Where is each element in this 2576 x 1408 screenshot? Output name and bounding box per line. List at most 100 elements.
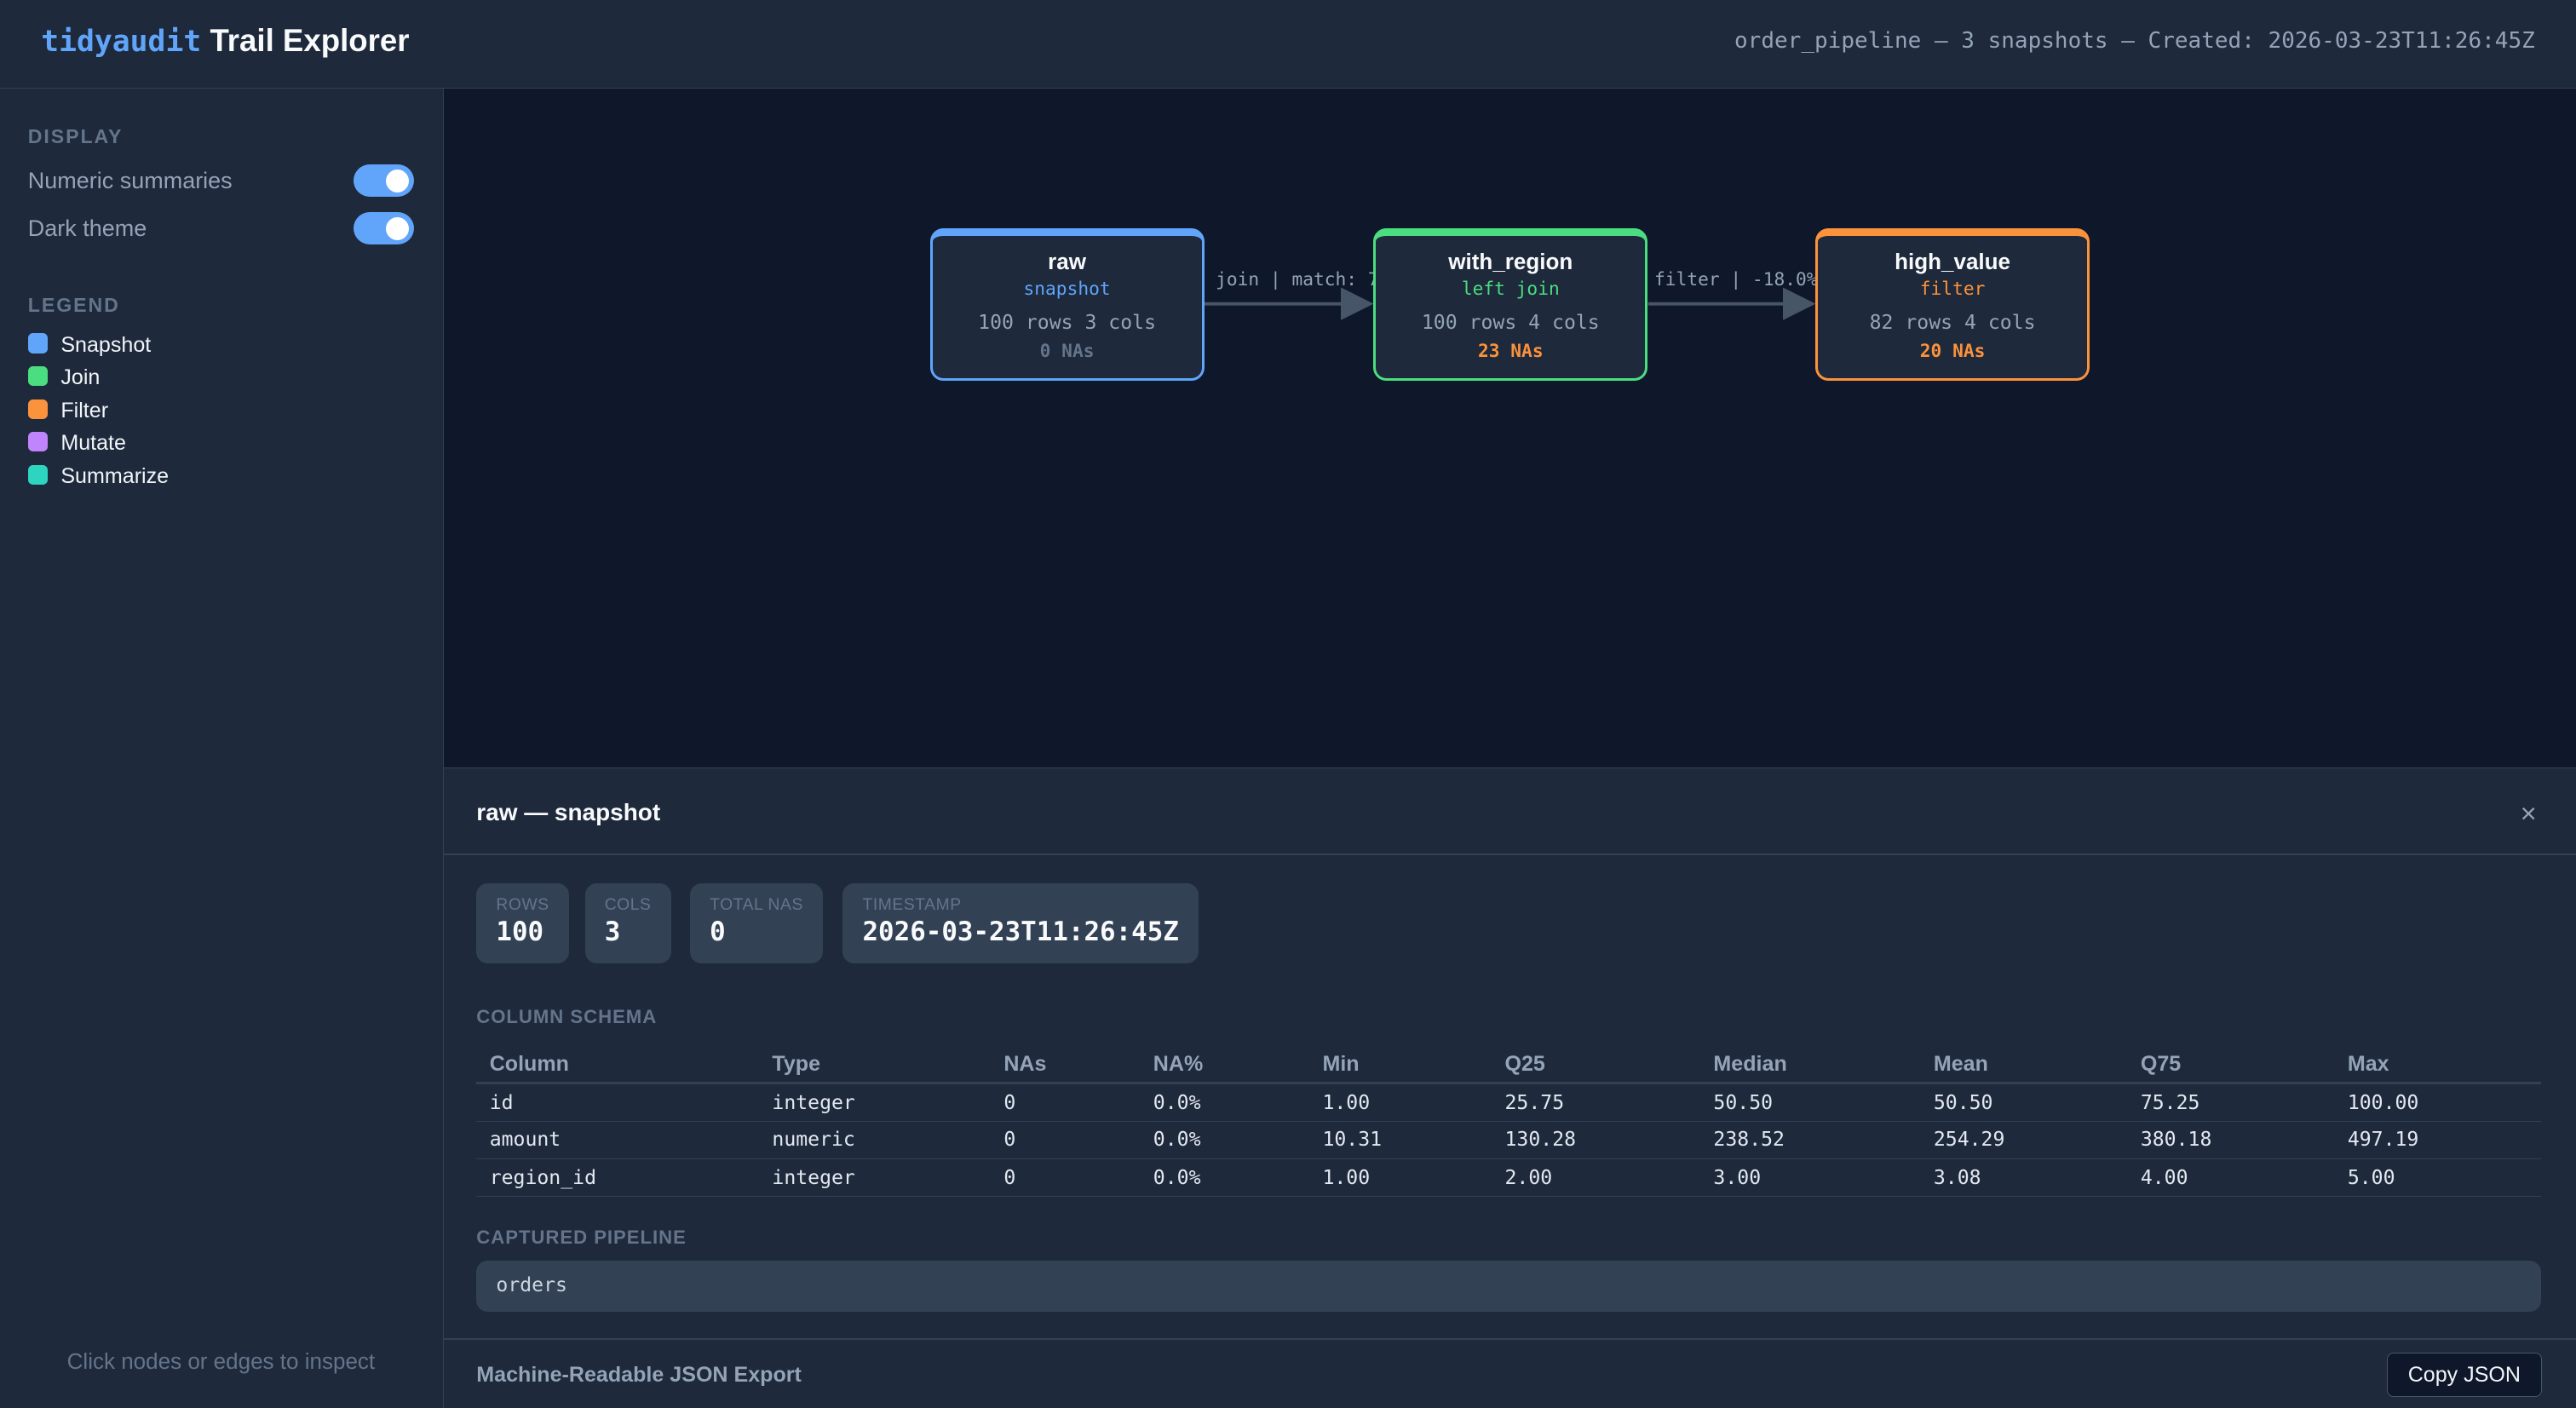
detail-title: raw — snapshot [476,799,661,826]
column-header: Column [476,1047,759,1085]
divider [443,853,2576,855]
column-header: Mean [1920,1047,2128,1085]
toggle-dark-theme[interactable]: Dark theme [28,210,414,246]
legend-heading: LEGEND [27,294,120,317]
toggle-switch[interactable] [353,164,414,198]
table-cell: 0.0% [1140,1121,1310,1160]
table-cell: 0 [990,1083,1141,1122]
table-cell: 0.0% [1140,1083,1310,1122]
node-type: left join [1461,279,1560,301]
stat-value: 100 [496,916,544,947]
node-nas: 20 NAs [1919,340,1986,362]
legend-item-join: Join [27,363,101,393]
node-name: with_region [1448,249,1573,275]
table-cell: region_id [476,1158,759,1198]
edge-label[interactable]: filter | -18.0% [1654,269,1818,291]
node-with-region[interactable]: with_region left join 100 rows 4 cols 23 NA… [1373,228,1648,382]
node-dims: 82 rows 4 cols [1869,311,2036,334]
table-cell: 10.31 [1309,1121,1492,1160]
toggle-label: Dark theme [27,215,147,241]
legend-label: Summarize [60,463,170,488]
table-cell: 497.19 [2334,1121,2542,1160]
stat-label: COLS [604,896,652,915]
stat-card-rows: ROWS 100 [476,882,569,964]
brand-mono: tidyaudit [41,24,202,59]
detail-panel: raw — snapshot × ROWS 100 COLS 3 TOTAL NAS 0 T… [443,767,2576,1408]
node-type: snapshot [1023,279,1111,301]
table-cell: 3.08 [1920,1158,2128,1198]
toggle-switch[interactable] [353,211,414,245]
column-header: Q25 [1492,1047,1700,1085]
table-cell: 238.52 [1700,1121,1921,1160]
column-header: NAs [990,1047,1141,1085]
edge-label[interactable]: join | match: 7 [1216,269,1379,291]
table-cell: 130.28 [1492,1121,1700,1160]
table-cell: 75.25 [2127,1083,2335,1122]
legend-item-snapshot: Snapshot [27,330,152,360]
column-header: Median [1700,1047,1921,1085]
app-title: tidyaudit Trail Explorer [41,23,409,59]
legend-label: Filter [60,398,109,422]
node-dims: 100 rows 3 cols [978,311,1156,334]
graph-canvas[interactable]: join | match: 7 filter | -18.0% raw snaps… [443,89,2576,767]
legend-swatch-icon [27,464,48,485]
edges-layer [1204,287,1816,321]
node-raw[interactable]: raw snapshot 100 rows 3 cols 0 NAs [929,228,1205,382]
legend-label: Join [60,365,101,390]
column-header: Min [1309,1047,1492,1085]
table-cell: 1.00 [1309,1083,1492,1122]
table-cell: 3.00 [1700,1158,1921,1198]
table-cell: integer [758,1083,991,1122]
app-header: tidyaudit Trail Explorer order_pipeline … [0,0,2576,89]
schema-table: Column Type NAs NA% Min Q25 Median Mean Q75 Max id… [476,1047,2542,1198]
table-cell: 2.00 [1492,1158,1700,1198]
legend-label: Snapshot [60,332,152,357]
legend-swatch-icon [27,432,48,452]
table-cell: 254.29 [1920,1121,2128,1160]
stat-label: TOTAL NAS [710,896,803,915]
sidebar: DISPLAY Numeric summaries Dark theme LEG… [0,89,444,1408]
toggle-numeric-summaries[interactable]: Numeric summaries [28,163,414,198]
table-row: id integer 0 0.0% 1.00 25.75 50.50 50.50 75.25 10… [476,1083,2542,1122]
close-icon[interactable]: × [2520,797,2537,830]
trail-meta: order_pipeline — 3 snapshots — Created: … [1734,27,2535,54]
stat-label: ROWS [496,896,549,915]
table-cell: 0 [990,1121,1141,1160]
stat-card-total-nas: TOTAL NAS 0 [689,882,824,964]
table-cell: amount [476,1121,759,1160]
json-export-label: Machine-Readable JSON Export [476,1362,802,1387]
node-name: high_value [1895,249,2011,275]
schema-heading: COLUMN SCHEMA [476,1006,658,1028]
table-cell: 4.00 [2127,1158,2335,1198]
node-high-value[interactable]: high_value filter 82 rows 4 cols 20 NAs [1815,228,2090,382]
table-cell: 0.0% [1140,1158,1310,1198]
table-row: amount numeric 0 0.0% 10.31 130.28 238.52 254.2… [476,1121,2542,1160]
table-cell: numeric [758,1121,991,1160]
column-header: Q75 [2127,1047,2335,1085]
column-header: NA% [1140,1047,1310,1085]
node-dims: 100 rows 4 cols [1421,311,1600,334]
pipeline-code: orders [476,1261,2542,1312]
table-cell: 380.18 [2127,1121,2335,1160]
node-nas: 0 NAs [1039,340,1095,362]
table-cell: 25.75 [1492,1083,1700,1122]
display-heading: DISPLAY [27,124,124,147]
legend-item-mutate: Mutate [27,428,126,458]
legend-item-filter: Filter [27,396,109,426]
divider [443,1337,2576,1340]
inspect-hint: Click nodes or edges to inspect [66,1348,376,1375]
legend-swatch-icon [27,365,48,387]
pipeline-heading: CAPTURED PIPELINE [476,1226,687,1248]
stat-card-cols: COLS 3 [584,882,671,964]
legend-label: Mutate [60,431,126,456]
column-header: Max [2334,1047,2542,1085]
copy-json-button[interactable]: Copy JSON [2387,1353,2542,1398]
node-name: raw [1048,249,1086,275]
toggle-label: Numeric summaries [27,167,233,193]
column-header: Type [758,1047,991,1085]
legend-swatch-icon [27,399,48,419]
table-cell: 5.00 [2334,1158,2542,1198]
table-cell: 1.00 [1309,1158,1492,1198]
stat-value: 2026-03-23T11:26:45Z [862,916,1179,947]
stat-value: 0 [710,916,726,947]
